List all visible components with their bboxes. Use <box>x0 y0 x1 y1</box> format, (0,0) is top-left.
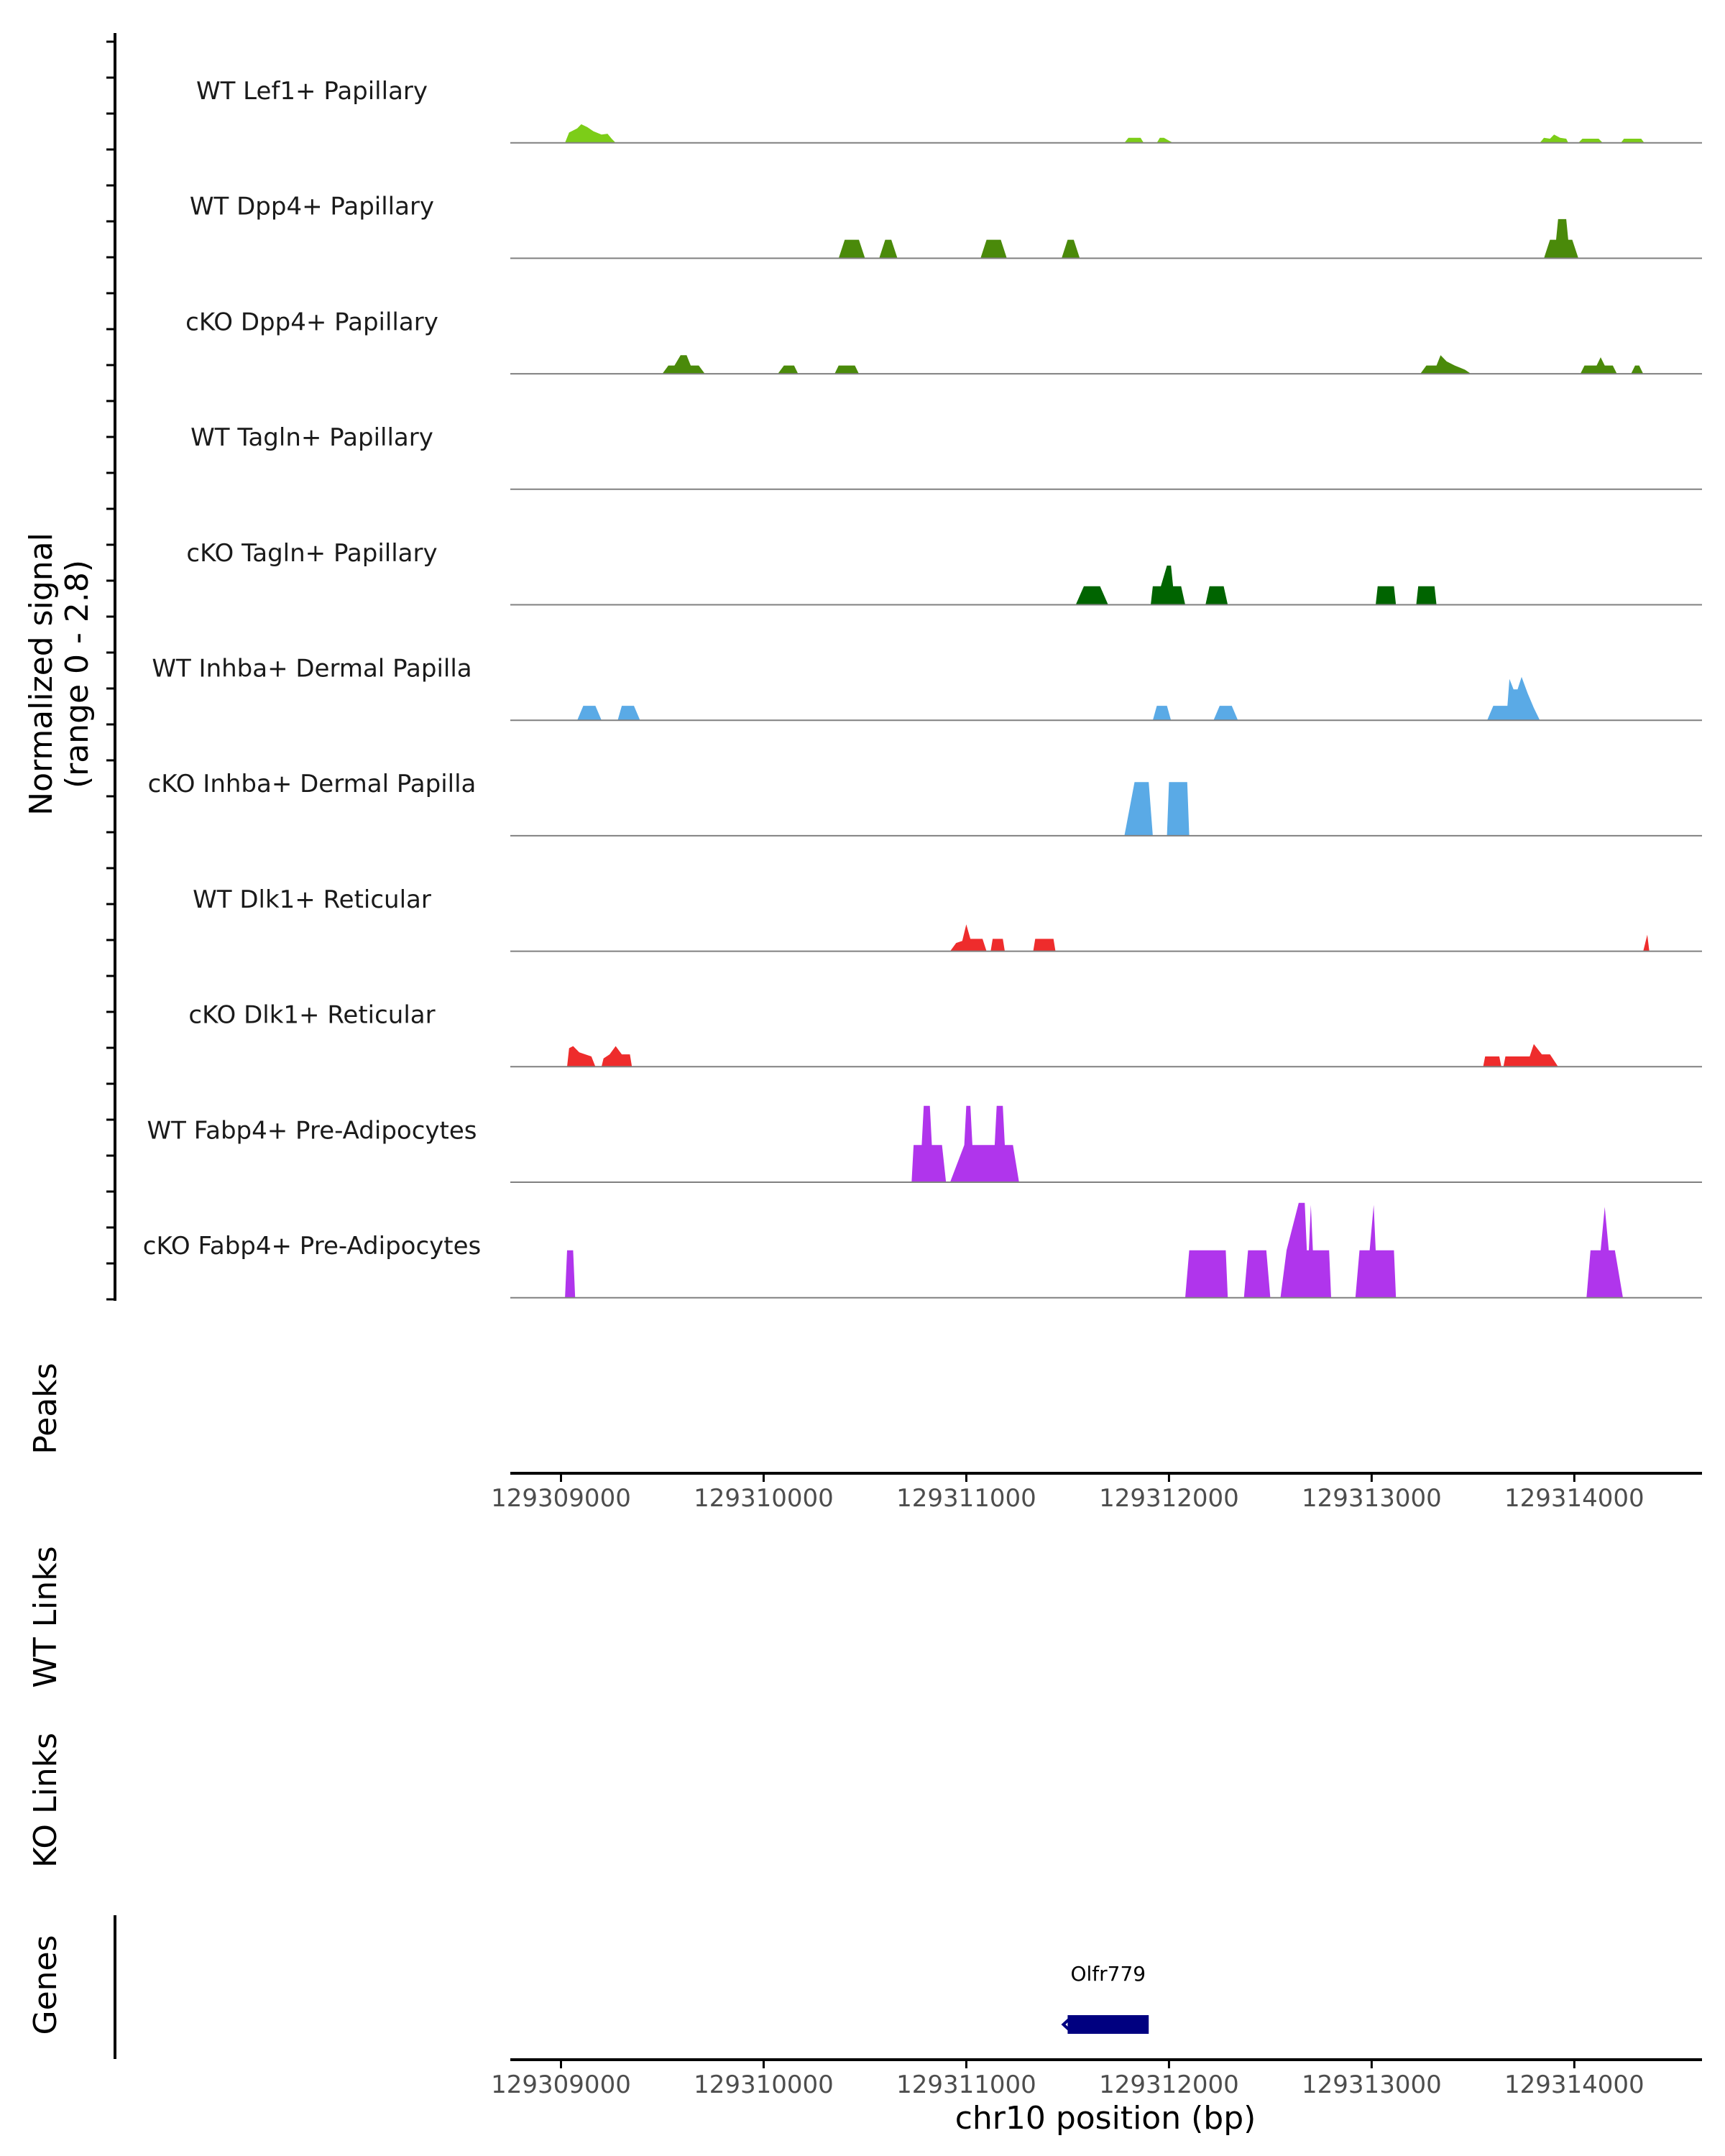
peaks-x-axis-ticks: 129309000 129310000 129311000 129312000 1293… <box>491 1473 1644 1513</box>
track: cKO Inhba+ Dermal Papilla <box>148 770 1702 837</box>
x-axis-tick-label: 129313000 <box>1302 2070 1442 2099</box>
signal-area <box>1075 586 1108 605</box>
signal-area <box>1483 1056 1501 1067</box>
signal-area <box>1586 1207 1623 1298</box>
gene-strand-arrow <box>1061 2015 1073 2034</box>
genes-panel-label: Genes <box>27 1935 64 2035</box>
track-label: WT Fabp4+ Pre-Adipocytes <box>147 1116 477 1145</box>
track: WT Lef1+ Papillary <box>196 77 1702 144</box>
signal-area <box>1420 355 1471 374</box>
signal-area <box>1580 357 1617 374</box>
signal-area <box>980 239 1007 259</box>
signal-area <box>1205 586 1228 605</box>
track-label: WT Dlk1+ Reticular <box>193 885 431 914</box>
x-axis-tick-label: 129309000 <box>491 2070 631 2099</box>
gene-body <box>1067 2015 1149 2034</box>
track-label: WT Inhba+ Dermal Papilla <box>152 655 472 683</box>
x-axis-tick-label: 129312000 <box>1099 1484 1239 1513</box>
gene-label: Olfr779 <box>1070 1962 1146 1986</box>
track: cKO Tagln+ Papillary <box>186 539 1702 606</box>
signal-area <box>1152 706 1172 721</box>
signal-area <box>1280 1202 1331 1298</box>
track-label: cKO Dpp4+ Papillary <box>185 308 438 336</box>
signal-area <box>565 1250 576 1298</box>
signal-area <box>1124 782 1153 836</box>
x-axis-tick-label: 129310000 <box>694 1484 834 1513</box>
signal-area <box>911 1105 947 1182</box>
signal-area <box>1487 676 1540 721</box>
signal-area <box>1631 365 1644 374</box>
signal-area <box>1243 1250 1271 1298</box>
signal-area <box>1156 137 1174 143</box>
signal-area <box>1376 586 1397 605</box>
track: WT Dlk1+ Reticular <box>193 885 1702 952</box>
x-axis-tick-label: 129314000 <box>1504 1484 1644 1513</box>
signal-area <box>601 1046 632 1067</box>
signal-area <box>1213 706 1238 721</box>
signal-area <box>577 706 602 721</box>
x-axis-title: chr10 position (bp) <box>955 2100 1256 2137</box>
track-label: WT Dpp4+ Papillary <box>190 193 434 221</box>
track-label: WT Lef1+ Papillary <box>196 77 428 106</box>
signal-area <box>617 706 640 721</box>
signal-area <box>1643 934 1650 952</box>
track-label: cKO Inhba+ Dermal Papilla <box>148 770 477 798</box>
signal-area <box>1355 1204 1397 1298</box>
signal-area <box>949 924 987 952</box>
track-label: cKO Fabp4+ Pre-Adipocytes <box>143 1232 482 1261</box>
signal-area <box>1151 566 1185 605</box>
signal-area <box>565 124 616 143</box>
ko-links-panel-label: KO Links <box>27 1733 64 1868</box>
signal-area <box>1033 939 1056 952</box>
peaks-panel-label: Peaks <box>27 1363 64 1454</box>
signal-area <box>778 365 799 374</box>
signal-y-axis-title: Normalized signal (range 0 - 2.8) <box>23 533 96 816</box>
signal-y-axis-title-line1: Normalized signal <box>23 533 60 816</box>
signal-area <box>879 239 898 259</box>
track: cKO Fabp4+ Pre-Adipocytes <box>143 1202 1702 1299</box>
genes-x-axis-ticks: 129309000 129310000 129311000 129312000 1293… <box>491 2060 1644 2099</box>
signal-y-axis-ticks <box>106 40 115 1301</box>
x-axis-tick-label: 129313000 <box>1302 1484 1442 1513</box>
signal-tracks: WT Lef1+ Papillary WT Dpp4+ Papillary cKO … <box>143 77 1702 1299</box>
track-label: cKO Tagln+ Papillary <box>186 539 437 568</box>
signal-area <box>1185 1250 1228 1298</box>
signal-area <box>662 355 705 374</box>
x-axis-tick-label: 129312000 <box>1099 2070 1239 2099</box>
track: WT Fabp4+ Pre-Adipocytes <box>147 1105 1702 1183</box>
signal-y-axis-title-line2: (range 0 - 2.8) <box>59 560 96 788</box>
x-axis-tick-label: 129310000 <box>694 2070 834 2099</box>
track-label: WT Tagln+ Papillary <box>190 423 433 452</box>
track-label: cKO Dlk1+ Reticular <box>188 1001 435 1030</box>
signal-area <box>1544 218 1578 259</box>
wt-links-panel-label: WT Links <box>27 1546 64 1687</box>
signal-area <box>1578 139 1603 143</box>
signal-area <box>834 365 859 374</box>
x-axis-tick-label: 129311000 <box>896 1484 1036 1513</box>
signal-area <box>990 939 1005 952</box>
signal-area <box>567 1046 596 1067</box>
signal-area <box>1621 139 1644 143</box>
track: WT Dpp4+ Papillary <box>190 193 1702 259</box>
track: cKO Dpp4+ Papillary <box>185 308 1702 375</box>
signal-area <box>1503 1044 1558 1067</box>
track: WT Inhba+ Dermal Papilla <box>152 655 1702 722</box>
signal-area <box>1124 137 1144 143</box>
signal-area <box>1416 586 1437 605</box>
track: cKO Dlk1+ Reticular <box>188 1001 1702 1068</box>
x-axis-tick-label: 129314000 <box>1504 2070 1644 2099</box>
signal-area <box>838 239 865 259</box>
gene-annotations: Olfr779 <box>1061 1962 1149 2034</box>
x-axis-tick-label: 129311000 <box>896 2070 1036 2099</box>
x-axis-tick-label: 129309000 <box>491 1484 631 1513</box>
track: WT Tagln+ Papillary <box>190 423 1702 490</box>
signal-area <box>1062 239 1080 259</box>
signal-area <box>949 1105 1019 1182</box>
signal-area <box>1167 782 1190 836</box>
signal-area <box>1540 134 1568 143</box>
